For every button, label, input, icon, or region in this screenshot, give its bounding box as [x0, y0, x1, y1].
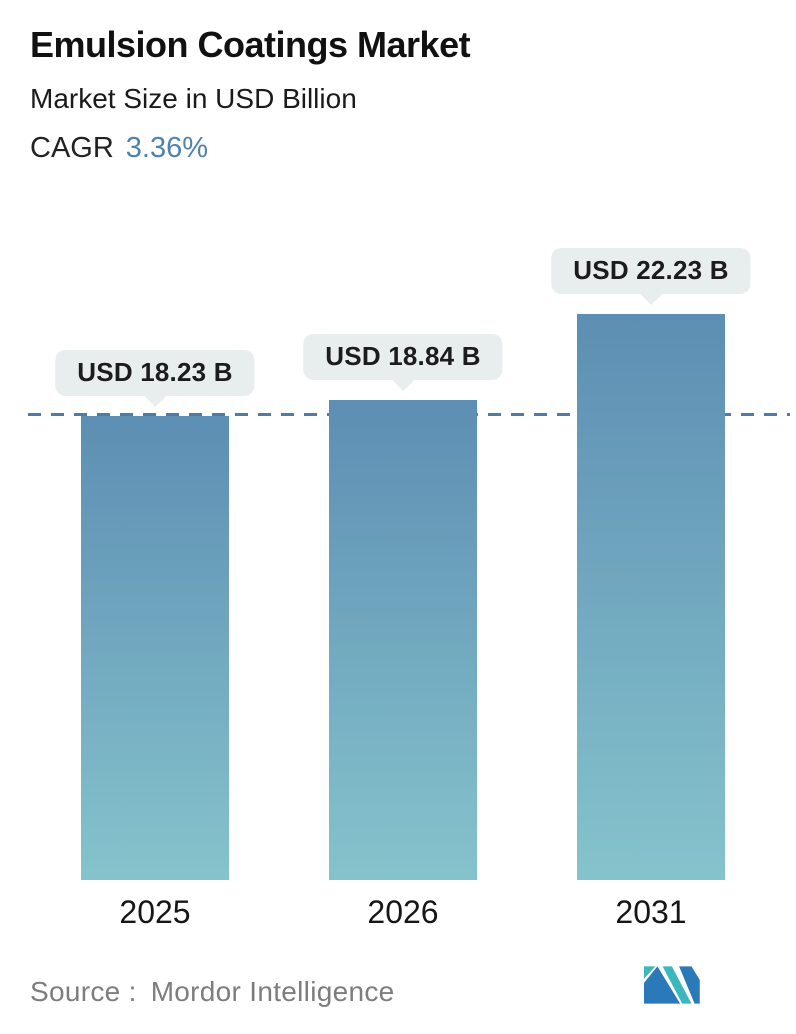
- bar-group: USD 18.23 B 2025: [55, 350, 255, 930]
- bar-value-label: USD 22.23 B: [551, 248, 751, 294]
- mordor-intelligence-logo: [644, 966, 700, 1004]
- cagr-value: 3.36%: [125, 131, 209, 164]
- bars-row: USD 18.23 B 2025 USD 18.84 B 2026 USD 22…: [55, 248, 751, 930]
- logo-blue-main: [644, 966, 681, 1004]
- logo-teal-band: [662, 966, 692, 1004]
- bar-value-label: USD 18.84 B: [303, 334, 503, 380]
- page-title: Emulsion Coatings Market: [30, 24, 471, 65]
- bar-value-label: USD 18.23 B: [55, 350, 255, 396]
- chart-header: Emulsion Coatings Market Market Size in …: [30, 24, 471, 165]
- cagr-label: CAGR: [30, 131, 114, 164]
- bar-chart-plot: USD 18.23 B 2025 USD 18.84 B 2026 USD 22…: [0, 240, 796, 930]
- logo-blue-right: [679, 966, 700, 1004]
- bar-group: USD 22.23 B 2031: [551, 248, 751, 930]
- cagr-line: CAGR 3.36%: [30, 132, 470, 165]
- x-axis-label: 2025: [119, 894, 191, 930]
- source-value: Mordor Intelligence: [150, 976, 395, 1007]
- source-line: Source : Mordor Intelligence: [30, 976, 395, 1008]
- source-label: Source :: [30, 976, 137, 1007]
- bar-group: USD 18.84 B 2026: [303, 334, 503, 930]
- bar: [577, 314, 725, 880]
- x-axis-label: 2026: [367, 894, 439, 930]
- bar: [81, 416, 229, 880]
- bar: [329, 400, 477, 880]
- logo-teal-triangle: [644, 966, 656, 979]
- chart-subtitle: Market Size in USD Billion: [30, 83, 357, 115]
- x-axis-label: 2031: [615, 894, 687, 930]
